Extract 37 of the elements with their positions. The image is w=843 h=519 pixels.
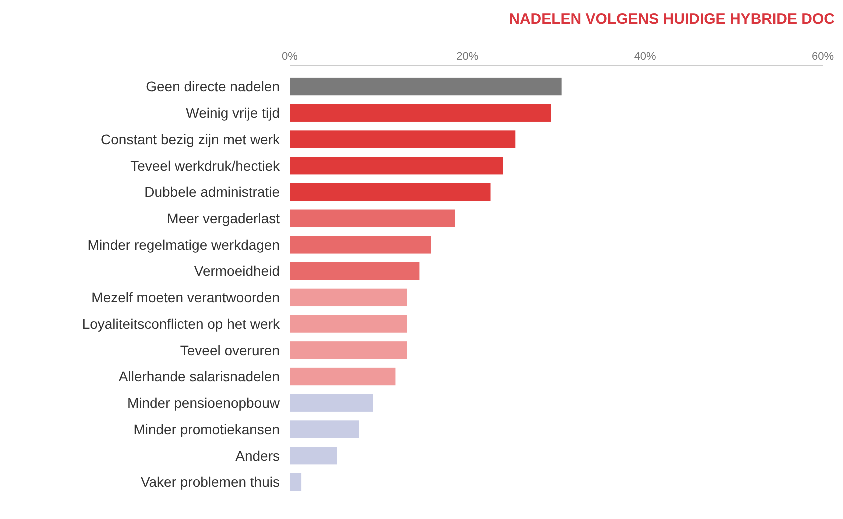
bar	[290, 236, 432, 254]
y-tick-label: Teveel werkdruk/hectiek	[130, 158, 281, 174]
bar	[290, 210, 456, 228]
chart-title: NADELEN VOLGENS HUIDIGE HYBRIDE DOC	[509, 11, 836, 28]
y-tick-label: Weinig vrije tijd	[186, 105, 280, 122]
bar	[290, 157, 504, 175]
bar	[290, 104, 552, 122]
y-tick-label: Vermoeidheid	[194, 263, 280, 280]
y-tick-label: Dubbele administratie	[144, 184, 280, 200]
y-tick-label: Minder pensioenopbouw	[127, 395, 281, 412]
x-tick-label: 60%	[812, 51, 834, 63]
y-tick-label: Mezelf moeten verantwoorden	[92, 290, 280, 306]
bar	[290, 288, 408, 307]
bar	[290, 262, 420, 280]
bar	[290, 473, 302, 492]
bar	[290, 420, 360, 438]
y-tick-label: Allerhande salarisnadelen	[118, 368, 280, 385]
bar	[290, 183, 491, 202]
y-tick-label: Vaker problemen thuis	[140, 474, 280, 490]
bar	[290, 394, 374, 412]
y-tick-label: Minder regelmatige werkdagen	[88, 236, 280, 253]
y-tick-label: Geen directe nadelen	[146, 78, 280, 95]
y-tick-label: Teveel overuren	[180, 342, 280, 358]
y-tick-label: Meer vergaderlast	[167, 210, 280, 226]
x-tick-label: 20%	[456, 51, 479, 63]
bar	[290, 447, 338, 465]
x-tick-label: 40%	[634, 51, 657, 63]
bar	[290, 130, 516, 148]
bar	[290, 342, 408, 360]
bar	[290, 315, 408, 333]
y-tick-label: Constant bezig zijn met werk	[101, 131, 281, 148]
y-tick-label: Loyaliteitsconflicten op het werk	[82, 316, 281, 332]
bar	[290, 368, 396, 386]
bar	[290, 78, 562, 96]
x-tick-label: 0%	[282, 51, 298, 63]
y-tick-label: Anders	[236, 448, 280, 464]
y-tick-label: Minder promotiekansen	[134, 421, 280, 438]
